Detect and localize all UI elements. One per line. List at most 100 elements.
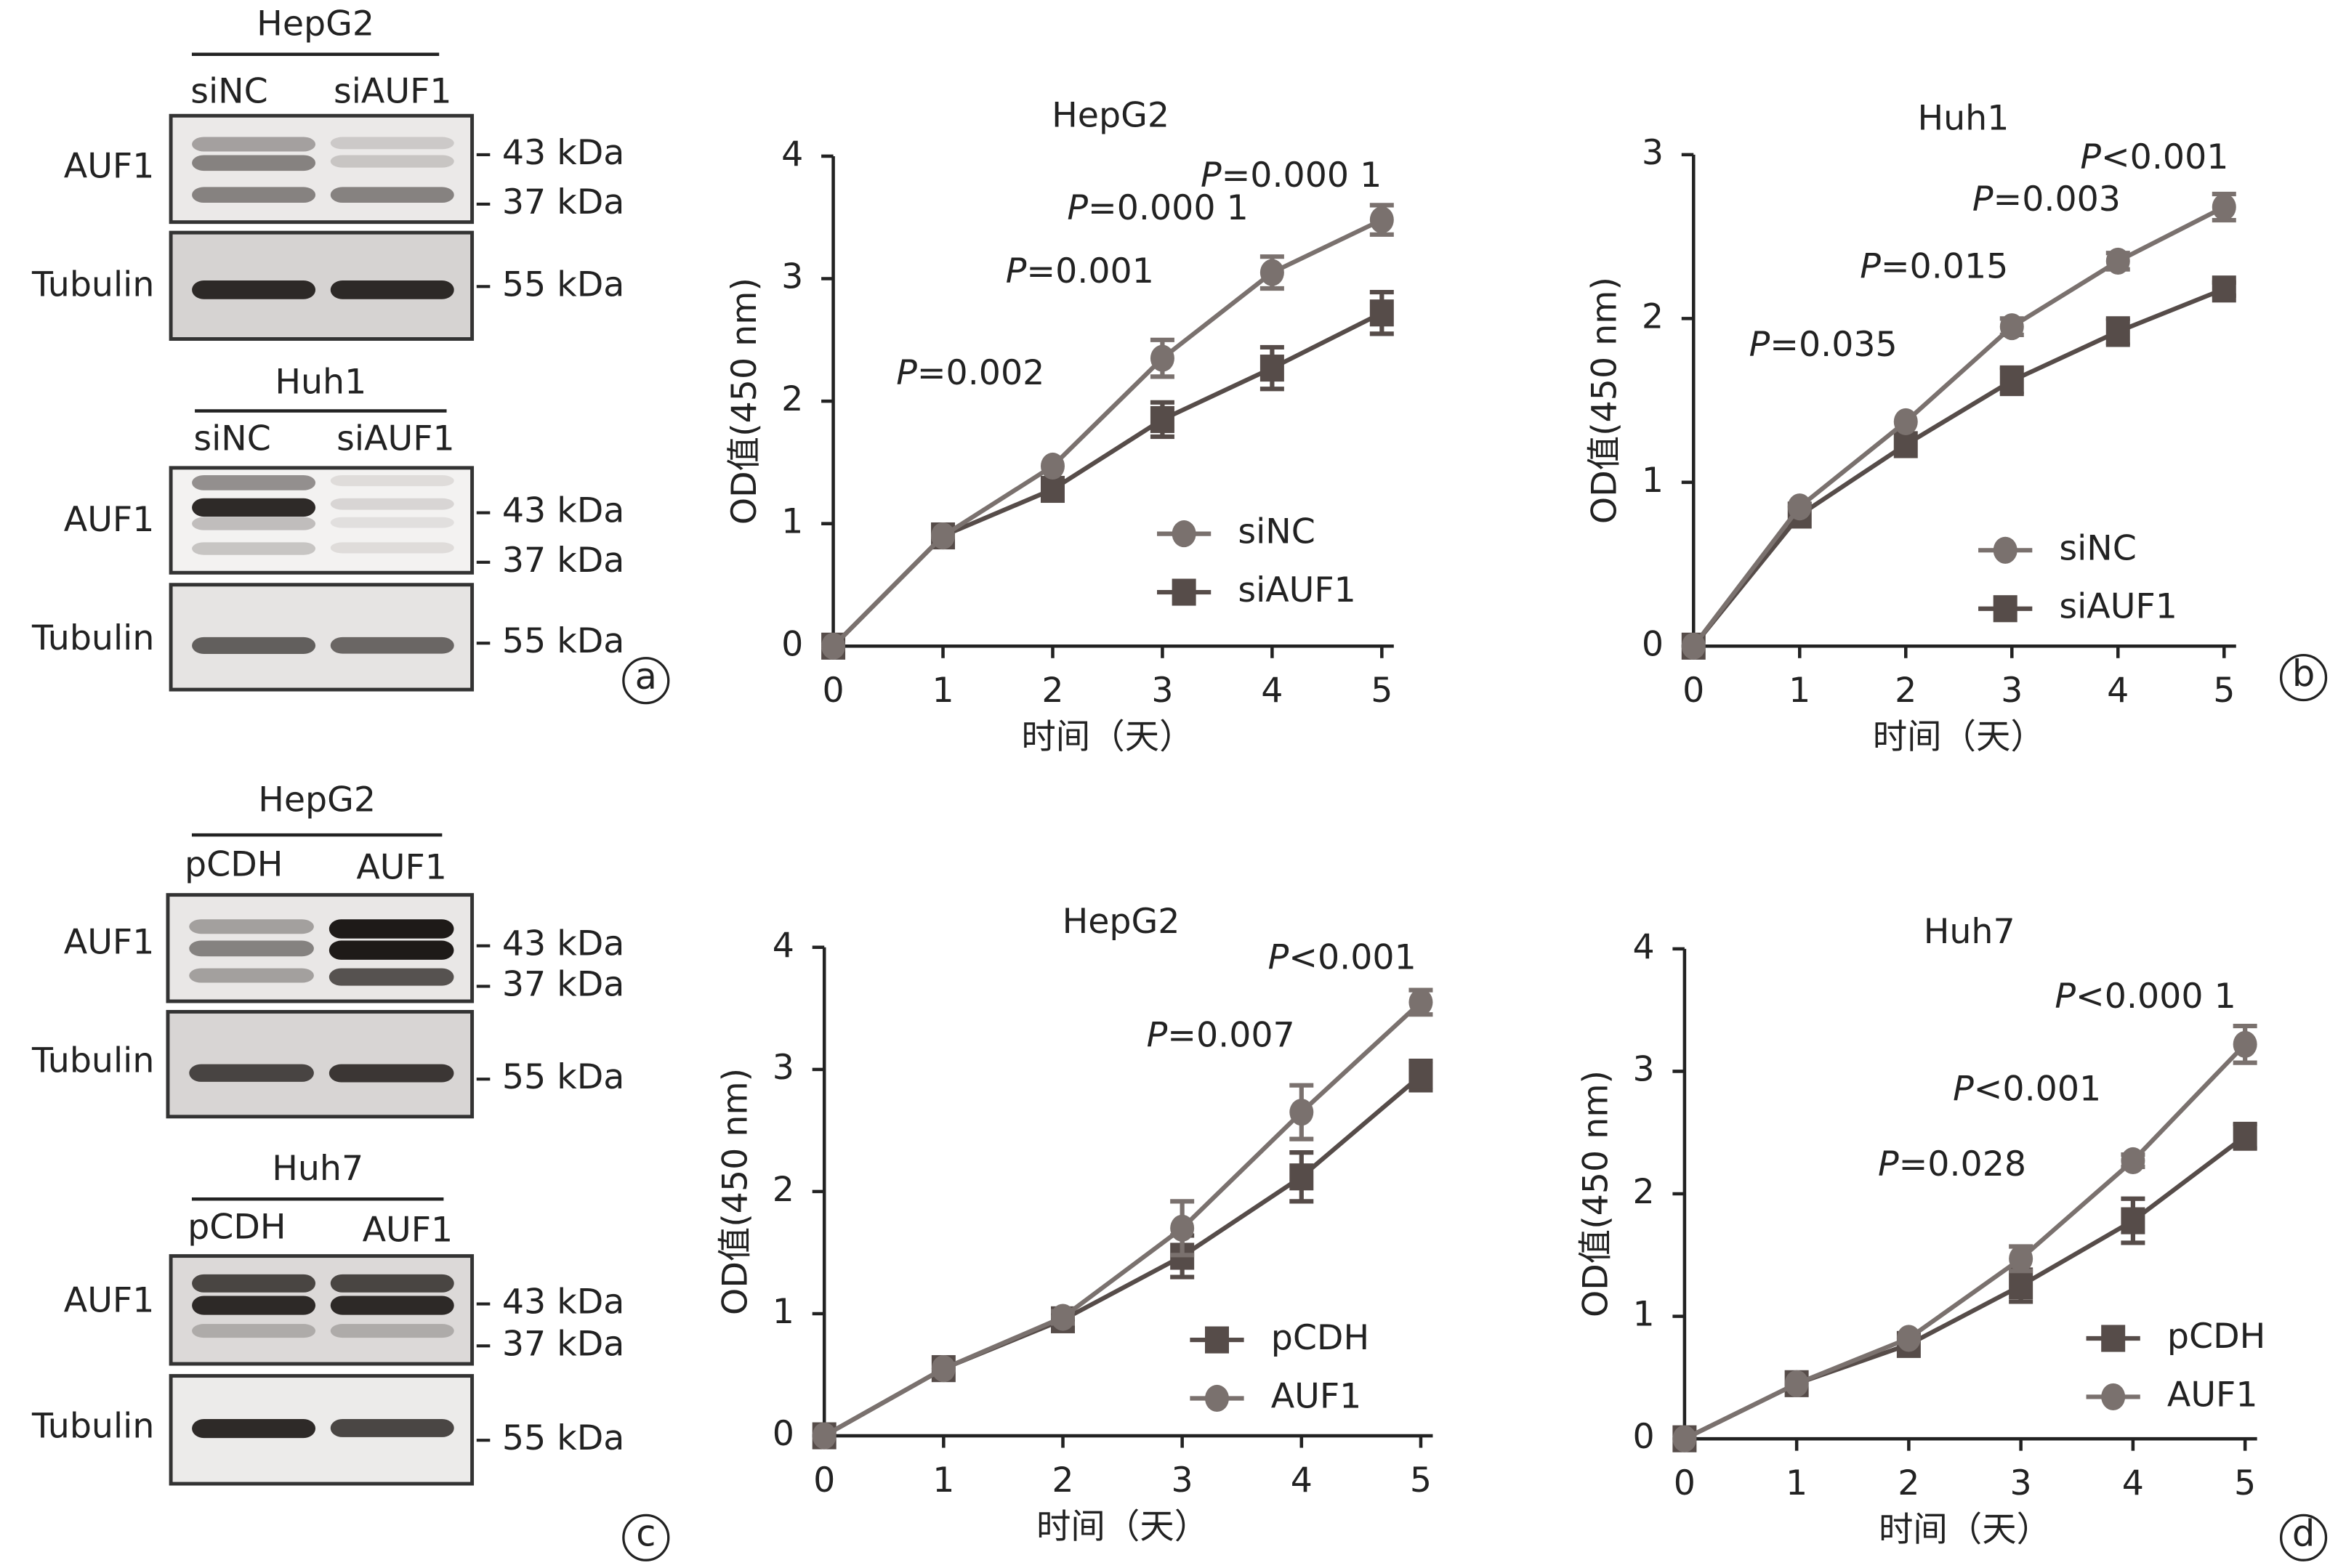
marker-label: 37 kDa: [502, 964, 624, 1004]
legend-marker: [1993, 536, 2017, 564]
x-tick-label: 2: [1052, 1460, 1073, 1500]
p-value-annotation: P=0.000 1: [1067, 188, 1248, 228]
legend-marker: [2101, 1383, 2126, 1410]
data-point: [1681, 632, 1706, 660]
p-value: =0.035: [1770, 325, 1898, 365]
blot-row-label: Tubulin: [31, 1407, 154, 1447]
panel-letter: c: [636, 1513, 656, 1555]
data-point: [931, 1355, 956, 1383]
axes: [822, 947, 1433, 1438]
p-value: <0.001: [1974, 1070, 2102, 1110]
data-point: [2212, 275, 2236, 303]
protein-band: [192, 474, 316, 490]
series-line: [1691, 286, 2225, 648]
marker-label: 43 kDa: [502, 491, 624, 531]
y-axis-label: OD值(450 nm): [725, 278, 765, 525]
x-tick-label: 4: [1261, 671, 1283, 711]
marker-label: 43 kDa: [502, 1282, 624, 1322]
protein-band: [330, 1274, 454, 1293]
protein-band: [330, 474, 454, 487]
protein-band: [192, 155, 316, 171]
lane-label: siNC: [193, 419, 270, 459]
x-tick-label: 1: [1789, 671, 1810, 711]
protein-band: [328, 1064, 454, 1083]
data-point: [1040, 452, 1065, 480]
x-axis-label: 时间（天）: [1879, 1510, 2051, 1550]
data-point: [1289, 1099, 1314, 1126]
y-tick-label: 2: [1632, 1172, 1654, 1212]
protein-band: [330, 637, 454, 654]
panel-letters: a b c d: [622, 652, 2328, 1561]
data-point: [1999, 367, 2024, 395]
x-axis-label: 时间（天）: [1036, 1507, 1209, 1547]
x-tick-label: 5: [2234, 1463, 2256, 1503]
data-point: [1893, 431, 1918, 458]
y-tick-label: 2: [781, 379, 803, 419]
p-value-annotation: P=0.001: [1006, 251, 1154, 291]
x-tick-label: 1: [932, 671, 954, 711]
data-point: [1259, 259, 1284, 286]
blot-row-label: Tubulin: [31, 1041, 154, 1081]
chart-title: HepG2: [1052, 95, 1169, 135]
y-axis-label: OD值(450 nm): [1576, 1070, 1616, 1317]
y-tick-label: 0: [1642, 624, 1664, 664]
blot-row-label: Tubulin: [31, 264, 154, 304]
x-tick-label: 4: [1291, 1460, 1313, 1500]
p-value-annotation: P=0.015: [1860, 247, 2008, 287]
p-symbol: P: [1268, 937, 1289, 977]
data-point: [1408, 988, 1433, 1016]
panel-letter: d: [2292, 1513, 2315, 1555]
protein-band: [192, 1274, 316, 1293]
data-point: [1893, 408, 1918, 435]
panel-letter: b: [2292, 652, 2315, 695]
blot-title: HepG2: [258, 780, 376, 820]
y-tick-label: 0: [1632, 1417, 1654, 1457]
data-point: [1051, 1304, 1075, 1331]
y-axis-label: OD值(450 nm): [716, 1068, 756, 1315]
series-AUF1: [1672, 1023, 2257, 1452]
protein-band: [192, 517, 316, 530]
protein-band: [189, 1064, 314, 1082]
p-value: =0.002: [917, 353, 1045, 393]
p-value: =0.000 1: [1088, 188, 1249, 228]
x-tick-label: 2: [1895, 671, 1916, 711]
data-point: [812, 1422, 837, 1450]
x-tick-label: 0: [1674, 1463, 1696, 1503]
x-tick-label: 0: [822, 671, 844, 711]
protein-band: [330, 137, 454, 150]
p-symbol: P: [1201, 155, 1222, 195]
y-tick-label: 4: [781, 134, 803, 174]
y-tick-label: 3: [1632, 1049, 1654, 1089]
protein-band: [328, 919, 454, 939]
p-value-annotation: P=0.003: [1972, 179, 2121, 219]
x-tick-label: 3: [2001, 671, 2023, 711]
legend-marker: [2101, 1325, 2126, 1352]
p-value: =0.028: [1899, 1144, 2027, 1184]
y-tick-label: 2: [773, 1170, 794, 1210]
series-siAUF1: [1681, 275, 2236, 660]
protein-band: [330, 542, 454, 554]
legend-label: siNC: [1238, 512, 1315, 552]
p-value: <0.001: [1289, 937, 1416, 977]
p-value-annotation: P<0.000 1: [2055, 977, 2236, 1017]
chart-2: HepG2 0 1 2 3 4 0 1 2 3 4 5 时间（天） OD值(450 nm) pCDH AUF1…: [716, 902, 1433, 1547]
marker-label: 43 kDa: [502, 924, 624, 964]
series-line: [1683, 1043, 2247, 1441]
legend-label: siAUF1: [1238, 570, 1355, 610]
p-symbol: P: [1006, 251, 1027, 291]
marker-label: 37 kDa: [502, 182, 624, 222]
marker-label: 55 kDa: [502, 1418, 624, 1458]
p-value: <0.001: [2101, 137, 2229, 177]
p-value: =0.003: [1993, 179, 2121, 219]
series-siNC: [1681, 191, 2236, 660]
lane-label: siNC: [190, 71, 267, 111]
legend-label: siNC: [2059, 528, 2136, 568]
x-tick-label: 3: [1151, 671, 1173, 711]
p-symbol: P: [1067, 188, 1088, 228]
protein-band: [192, 280, 316, 299]
data-point: [1369, 206, 1394, 234]
